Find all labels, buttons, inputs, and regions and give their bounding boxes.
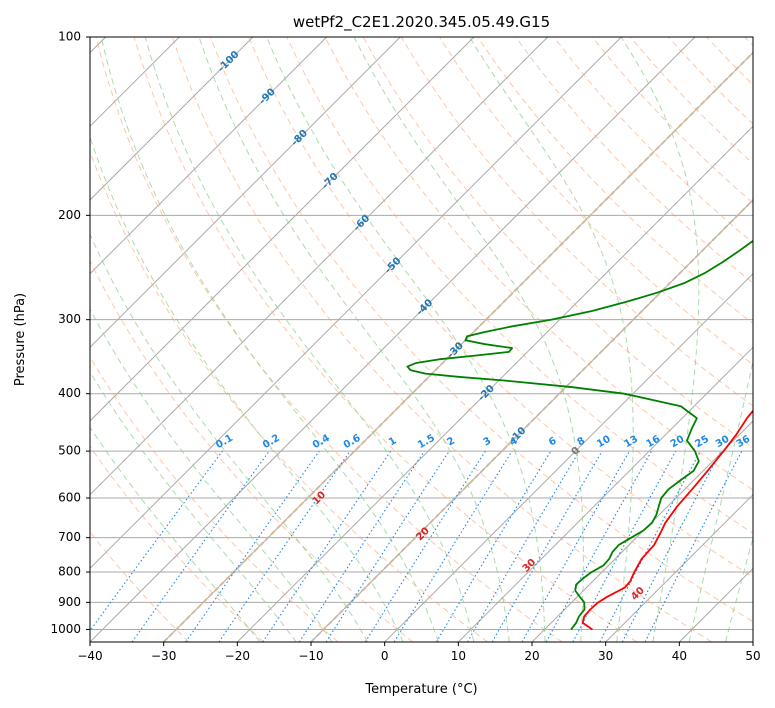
mixing-ratio-label: 8 — [575, 435, 587, 448]
mixing-ratio-label: 3 — [482, 435, 494, 448]
x-tick-label: 40 — [672, 649, 687, 663]
dry-adiabat-line — [515, 37, 753, 284]
chart-title: wetPf2_C2E1.2020.345.05.49.G15 — [293, 13, 550, 32]
x-tick-label: 50 — [745, 649, 760, 663]
plot-area: -100-90-80-70-60-50-40-30-20-1000.1 0.2 0.… — [90, 37, 753, 642]
x-tick-label: −10 — [298, 649, 323, 663]
isotherm-line — [384, 272, 753, 642]
moist-adiabat-line — [90, 426, 261, 642]
plot-frame — [89, 36, 754, 643]
moist-adiabat-line — [688, 358, 753, 642]
moist-adiabats — [90, 37, 753, 642]
dry-adiabat-line — [286, 37, 753, 534]
x-tick-label: 10 — [451, 649, 466, 663]
isobar-grid — [90, 37, 753, 630]
y-tick-label: 700 — [58, 530, 81, 544]
y-tick-label: 600 — [58, 491, 81, 505]
dry-adiabat-line — [133, 37, 638, 642]
dry-adiabats — [90, 37, 753, 642]
x-tick-label: 30 — [598, 649, 613, 663]
isotherm-line — [90, 37, 549, 496]
moist-adiabat-line — [100, 37, 439, 642]
dry-adiabat-line — [90, 356, 339, 642]
isotherm-line — [236, 125, 753, 642]
moist-adiabat-line — [620, 37, 700, 642]
mixing-ratio-label: 1 — [387, 435, 399, 448]
moist-adiabat-line — [90, 233, 369, 642]
isotherm-line — [90, 37, 401, 349]
y-tick-label: 300 — [58, 312, 81, 326]
y-tick-label: 1000 — [50, 622, 81, 636]
y-tick-label: 200 — [58, 208, 81, 222]
x-axis-ticks: −40 −30 −20 −10 0 10 20 30 40 50 — [77, 642, 761, 663]
dry-adiabat-line — [90, 259, 414, 642]
x-tick-label: −30 — [151, 649, 176, 663]
x-tick-label: 20 — [524, 649, 539, 663]
mixing-ratio-line — [90, 450, 223, 632]
dry-adiabat-line — [95, 37, 563, 642]
y-tick-label: 100 — [58, 30, 81, 44]
mixing-ratio-line — [262, 450, 392, 642]
mixing-ratio-lines — [90, 450, 743, 642]
moist-adiabat-line — [198, 37, 510, 642]
moist-adiabat-line — [90, 308, 333, 642]
moist-adiabat-line — [90, 370, 297, 642]
x-tick-label: −20 — [225, 649, 250, 663]
isotherm-line — [531, 420, 753, 642]
isotherm-line — [90, 37, 328, 275]
mixing-ratio-label: 2 — [445, 435, 457, 448]
y-axis-title: Pressure (hPa) — [13, 293, 28, 386]
mixing-ratio-line — [393, 450, 513, 642]
isotherm-line — [90, 37, 696, 642]
mixing-ratio-line — [185, 450, 320, 642]
y-tick-label: 500 — [58, 444, 81, 458]
moist-adiabat-line — [144, 37, 475, 642]
mixing-ratio-line — [521, 450, 630, 642]
isotherm-line — [605, 493, 753, 642]
dry-adiabat-line — [90, 445, 264, 642]
y-tick-label: 800 — [58, 565, 81, 579]
mixing-ratio-line — [298, 450, 425, 642]
moist-adiabat-line — [353, 37, 584, 642]
isotherm-line — [90, 37, 622, 570]
dewpoint-profile-line — [406, 239, 753, 631]
x-axis-title: Temperature (°C) — [364, 682, 477, 697]
mixing-ratio-label: 4 — [508, 435, 520, 448]
dry-adiabat-line — [210, 37, 753, 623]
dry-adiabat-line — [248, 37, 753, 578]
mixing-ratio-line — [131, 450, 270, 642]
y-tick-label: 900 — [58, 595, 81, 609]
y-axis-ticks: 1000 900 800 700 600 500 400 300 200 100 — [50, 30, 90, 636]
isotherm-line — [90, 37, 254, 201]
mixing-ratio-line — [572, 450, 677, 642]
dry-adiabat-line — [324, 37, 753, 491]
moist-adiabat-line — [266, 37, 546, 642]
dry-adiabat-line — [171, 37, 712, 642]
temperature-profile-line — [581, 409, 753, 631]
mixing-ratio-line — [545, 450, 653, 642]
x-tick-label: −40 — [77, 649, 102, 663]
y-tick-label: 400 — [58, 386, 81, 400]
moist-adiabat-line — [725, 536, 753, 642]
mixing-ratio-line — [325, 450, 450, 642]
plot-background — [90, 37, 753, 642]
profile-lines — [406, 239, 753, 631]
isotherm-line — [90, 37, 475, 422]
mixing-ratio-line — [218, 450, 351, 642]
mixing-ratio-line — [644, 450, 743, 642]
isotherm-line — [457, 346, 753, 642]
mixing-ratio-label: 6 — [547, 435, 559, 448]
x-tick-label: 0 — [381, 649, 389, 663]
